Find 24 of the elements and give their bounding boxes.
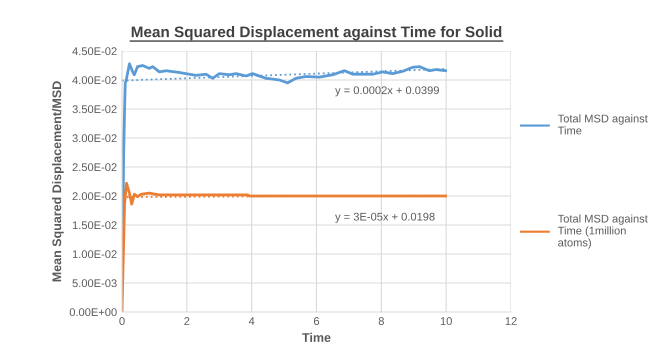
x-tick-label: 10 [440,317,452,326]
x-tick-label: 6 [314,317,320,326]
y-axis-title: Mean Squared Displacement/MSD [52,81,64,282]
x-tick-label: 8 [378,317,384,326]
x-tick-label: 0 [119,317,125,326]
y-tick-label: 3.50E-02 [72,105,117,114]
annotation: y = 0.0002x + 0.0399 [335,86,439,96]
annotation: y = 3E-05x + 0.0198 [335,212,435,223]
y-tick-label: 1.00E-02 [72,250,117,258]
y-tick-label: 1.50E-02 [72,221,117,230]
legend-label: Total MSD against Time (1million atoms) [558,214,648,249]
legend-label: Total MSD against Time [558,114,648,134]
y-tick-label: 2.00E-02 [72,192,117,200]
chart-title: Mean Squared Displacement against Time for Solid [132,26,502,40]
x-tick-label: 4 [248,317,254,325]
x-tick-label: 12 [506,317,517,325]
y-tick-label: 4.00E-02 [72,76,117,84]
y-tick-label: 3.00E-02 [72,134,117,142]
y-tick-label: 2.50E-02 [72,163,117,172]
x-axis-title: Time [302,332,331,342]
x-tick-label: 2 [184,317,190,325]
y-tick-label: 0.00E+00 [70,308,117,316]
y-tick-label: 4.50E-02 [72,47,117,56]
y-tick-label: 5.00E-03 [72,279,117,288]
